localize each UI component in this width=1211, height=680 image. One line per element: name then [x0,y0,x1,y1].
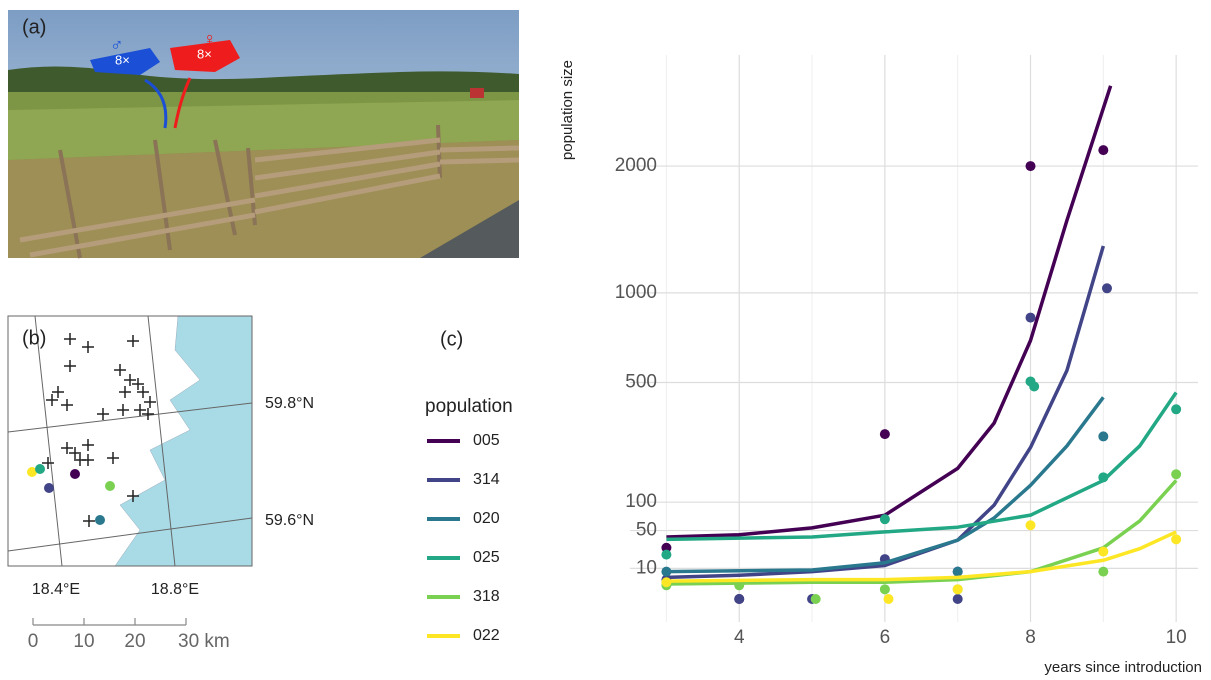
population-site [95,515,105,525]
fit-line [666,393,1176,540]
legend-label: 025 [473,549,500,566]
data-point [1026,313,1036,323]
y-tick-label: 2000 [615,155,657,176]
data-point [1171,404,1181,414]
population-site [70,469,80,479]
data-point [1098,567,1108,577]
legend-label: 318 [473,588,500,605]
data-point [953,594,963,604]
x-axis-title: years since introduction [1044,659,1202,676]
panel-label: (c) [440,328,463,350]
y-tick-label: 10 [636,557,657,578]
x-tick-label: 10 [1166,627,1187,648]
lat-label: 59.8°N [265,395,314,412]
scale-label: 30 km [178,631,230,652]
data-point [661,550,671,560]
legend-label: 022 [473,627,500,644]
data-point [1171,534,1181,544]
x-tick-label: 4 [734,627,745,648]
lon-label: 18.4°E [32,581,80,598]
data-point [1026,161,1036,171]
photo: (a) ♂ ♀ 8× 8× [8,10,519,258]
data-point [1098,547,1108,557]
data-point [1098,431,1108,441]
data-point [953,584,963,594]
y-tick-label: 100 [625,491,657,512]
lat-label: 59.6°N [265,512,314,529]
legend-label: 005 [473,432,500,449]
scale-label: 0 [28,631,39,652]
data-point [1026,520,1036,530]
data-point [880,514,890,524]
figure: (a) ♂ ♀ 8× 8× (b) 59.8°N 59.6°N 18.4°E 1… [0,0,1211,680]
legend-label: 314 [473,471,500,488]
population-site [44,483,54,493]
data-point [953,567,963,577]
data-point [880,584,890,594]
y-tick-label: 500 [625,372,657,393]
data-point [1098,472,1108,482]
data-point [1098,145,1108,155]
data-point [1029,381,1039,391]
population-site [35,464,45,474]
legend-title: population [425,396,513,417]
data-point [811,594,821,604]
data-point [1102,283,1112,293]
map: (b) 59.8°N 59.6°N 18.4°E 18.8°E 0 10 20 … [8,316,314,652]
population-site [105,481,115,491]
panel-label: (a) [22,16,46,38]
lon-label: 18.8°E [151,581,199,598]
y-tick-label: 1000 [615,282,657,303]
chart: 10 50 100 500 1000 2000 4 6 8 10 population size ye… [425,55,1202,676]
data-point [880,429,890,439]
x-tick-label: 6 [880,627,891,648]
data-point [734,594,744,604]
data-point [661,567,671,577]
panel-label: (b) [22,327,46,349]
y-tick-label: 50 [636,520,657,541]
data-point [1171,469,1181,479]
data-point [661,577,671,587]
scale-label: 20 [124,631,145,652]
legend-label: 020 [473,510,500,527]
scale-label: 10 [73,631,94,652]
data-point [884,594,894,604]
x-tick-label: 8 [1025,627,1036,648]
male-count: 8× [115,52,130,67]
female-count: 8× [197,46,212,61]
y-axis-title: population size [559,60,576,160]
